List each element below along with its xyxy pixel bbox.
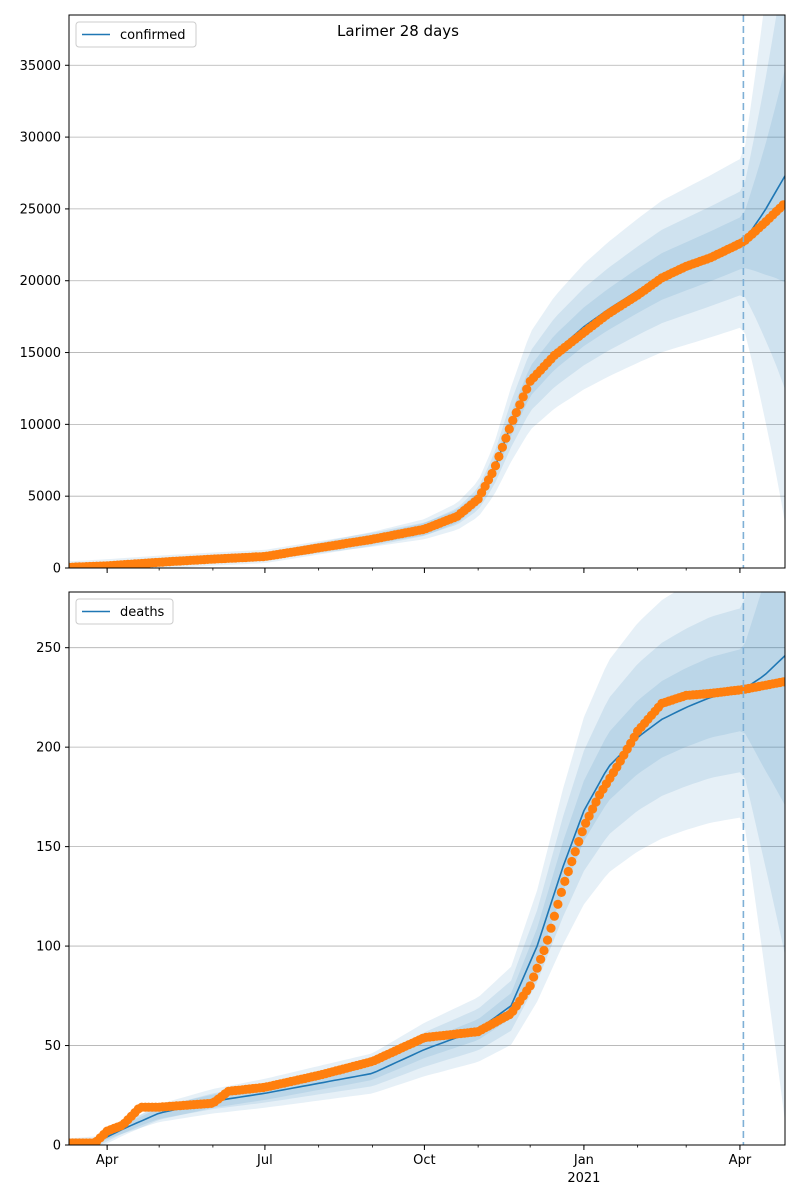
observed-point (542, 935, 553, 945)
deaths-chart: 0 50 100 150 200 250 Apr Jul Oct Jan Apr 2021 deaths (36, 591, 786, 1186)
y-tick-label: 10000 (20, 418, 61, 433)
legend: deaths (75, 598, 174, 625)
y-tick-label: 100 (36, 940, 61, 955)
plot-area (69, 15, 785, 568)
observed-point (588, 804, 598, 814)
y-tick-label: 150 (36, 840, 61, 855)
plot-area (69, 592, 785, 1145)
observed-point (584, 811, 594, 821)
legend: confirmed (75, 21, 197, 48)
x-tick-label: Jan (573, 1153, 594, 1168)
y-tick-label: 0 (53, 562, 61, 577)
y-tick-label: 0 (53, 1139, 61, 1154)
y-tick-label: 250 (36, 641, 61, 656)
observed-point (577, 827, 587, 837)
observed-point (570, 847, 580, 857)
y-tick-label: 200 (36, 741, 61, 756)
x-year-label: 2021 (567, 1171, 600, 1186)
uncertainty-band (69, 592, 785, 1145)
observed-point (529, 972, 539, 982)
observed-point (497, 442, 507, 452)
observed-point (567, 856, 577, 867)
y-tick-label: 15000 (20, 346, 61, 361)
observed-point (560, 876, 570, 887)
y-tick-label: 25000 (20, 202, 61, 217)
observed-point (539, 945, 549, 956)
observed-point (508, 415, 518, 425)
observed-point (546, 923, 556, 933)
legend-box (75, 21, 197, 48)
observed-point (518, 392, 528, 402)
x-tick-label: Jul (256, 1153, 273, 1168)
x-tick-label: Apr (96, 1153, 119, 1168)
observed-point (532, 963, 542, 973)
observed-point (504, 424, 514, 434)
x-tick-label: Apr (729, 1153, 752, 1168)
observed-point (501, 433, 511, 443)
observed-point (563, 866, 573, 877)
observed-point (525, 981, 535, 991)
legend-label: deaths (120, 605, 165, 620)
uncertainty-band (69, 592, 785, 1145)
x-tick-label: Oct (413, 1153, 435, 1168)
y-tick-label: 5000 (28, 490, 61, 505)
observed-point (494, 451, 504, 462)
figure-title: Larimer 28 days (337, 22, 459, 40)
confirmed-chart: 0 5000 10000 15000 20000 25000 30000 35000 confi… (20, 14, 786, 577)
y-tick-label: 30000 (20, 131, 61, 146)
observed-point (553, 899, 563, 909)
observed-point (574, 837, 584, 847)
observed-point (778, 677, 785, 687)
y-tick-label: 50 (44, 1039, 61, 1054)
observed-point (556, 887, 567, 898)
legend-box (75, 598, 174, 625)
observed-point (549, 911, 560, 921)
observed-point (536, 954, 546, 964)
observed-point (778, 200, 785, 210)
observed-point (487, 468, 497, 479)
observed-point (490, 461, 501, 471)
y-tick-label: 20000 (20, 274, 61, 289)
observed-point (511, 408, 521, 418)
observed-point (591, 797, 601, 807)
axes-frame (68, 14, 786, 569)
legend-label: confirmed (120, 28, 186, 43)
y-tick-label: 35000 (20, 59, 61, 74)
axes-frame (68, 591, 786, 1146)
observed-point (515, 400, 525, 410)
observed-point (522, 384, 532, 394)
observed-point (581, 818, 591, 828)
